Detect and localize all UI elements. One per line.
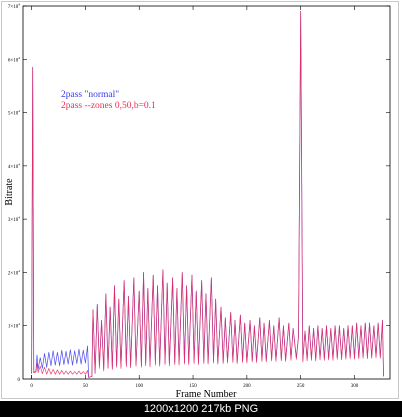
image-caption-bar: 1200x1200 217kb PNG [0, 401, 402, 417]
x-tick-label: 200 [243, 384, 251, 389]
series-layer [31, 10, 384, 378]
y-tick-label: 2×104 [8, 269, 20, 277]
y-tick-label: 0 [18, 378, 21, 383]
y-tick-label: 4×104 [8, 162, 20, 170]
y-tick-label: 7×104 [8, 3, 20, 11]
x-tick-label: 300 [351, 384, 359, 389]
x-tick-label: 100 [135, 384, 143, 389]
y-tick-label: 1×104 [8, 322, 20, 330]
x-tick-label: 50 [83, 384, 89, 389]
series-line-zones [31, 10, 384, 378]
legend-entry-zones: 2pass --zones 0,50,b=0.1 [61, 101, 156, 111]
y-tick-label: 6×104 [8, 56, 20, 64]
y-tick-label: 5×104 [8, 109, 20, 117]
y-tick-label: 3×104 [8, 216, 20, 224]
bitrate-chart: 0 50 100 150 200 250 300 0 1×104 2×104 3×104 4×104 5… [4, 3, 391, 400]
image-caption-text: 1200x1200 217kb PNG [143, 403, 259, 415]
plot-area-border [22, 5, 391, 380]
x-axis-label: Frame Number [176, 389, 237, 400]
legend-entry-normal: 2pass "normal" [61, 90, 119, 100]
x-tick-label: 0 [30, 384, 33, 389]
x-tick-label: 250 [297, 384, 305, 389]
x-tick-label: 150 [189, 384, 197, 389]
series-line-normal [31, 10, 384, 378]
axes: 0 50 100 150 200 250 300 0 1×104 2×104 3×104 4×104 5… [8, 3, 391, 389]
y-axis-label: Bitrate [4, 178, 15, 206]
